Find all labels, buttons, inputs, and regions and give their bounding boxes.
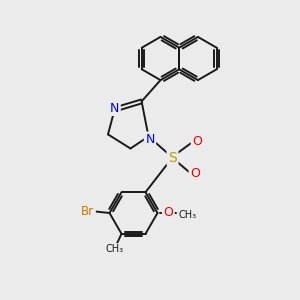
Text: N: N <box>145 133 155 146</box>
Text: O: O <box>164 206 173 220</box>
Text: N: N <box>110 101 119 115</box>
Text: Br: Br <box>81 205 94 218</box>
Text: O: O <box>190 167 200 180</box>
Text: O: O <box>192 135 202 148</box>
Text: S: S <box>168 151 177 164</box>
Text: CH₃: CH₃ <box>106 244 124 254</box>
Text: CH₃: CH₃ <box>178 210 196 220</box>
